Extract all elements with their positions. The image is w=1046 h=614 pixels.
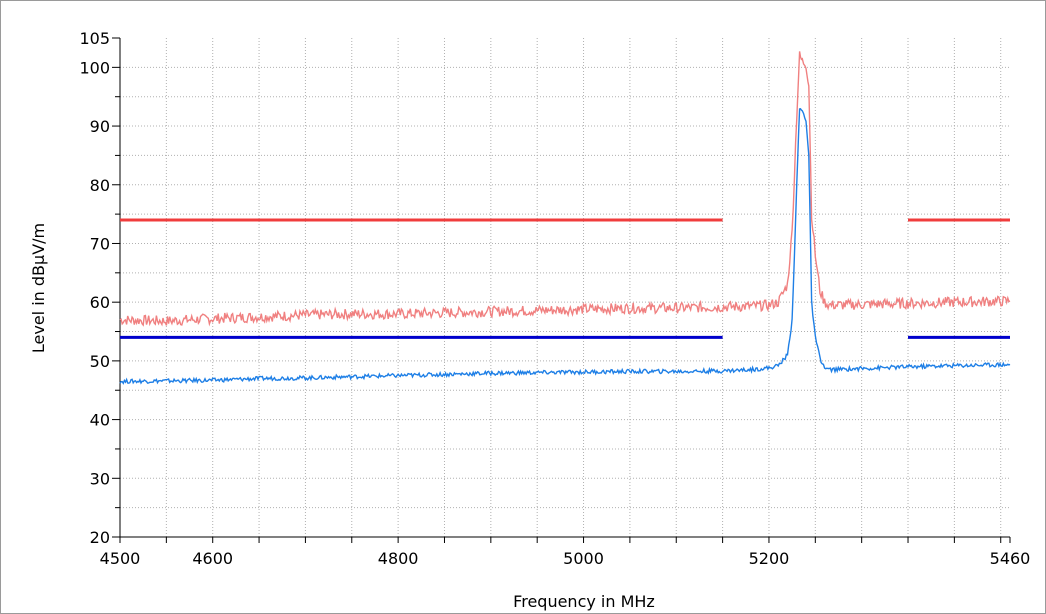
- y-tick-label: 100: [79, 58, 110, 77]
- y-tick-label: 70: [90, 234, 110, 253]
- x-tick-label: 4800: [378, 549, 419, 568]
- x-tick-labels: 4500 4600 4800 5000 5200 5460: [100, 549, 1031, 568]
- y-tick-label: 60: [90, 293, 110, 312]
- y-tick-label: 40: [90, 411, 110, 430]
- series-group: [119, 51, 1011, 385]
- y-tick-labels: 20 30 40 50 60 70 80 90 100 105: [79, 29, 110, 547]
- y-tick-label: 30: [90, 469, 110, 488]
- y-tick-label: 90: [90, 117, 110, 136]
- y-axis-label: Level in dBµV/m: [29, 223, 48, 353]
- x-tick-label: 4500: [100, 549, 141, 568]
- x-tick-label: 4600: [192, 549, 233, 568]
- y-tick-label: 20: [90, 528, 110, 547]
- x-axis-label: Frequency in MHz: [513, 592, 655, 611]
- y-tick-label: 50: [90, 352, 110, 371]
- average-trace: [119, 108, 1011, 385]
- x-tick-label: 5460: [990, 549, 1031, 568]
- grid: [120, 38, 1010, 537]
- y-tick-label: 80: [90, 176, 110, 195]
- tick-marks: [112, 37, 1011, 543]
- x-tick-label: 5000: [563, 549, 604, 568]
- y-tick-label: 105: [79, 29, 110, 48]
- x-tick-label: 5200: [749, 549, 790, 568]
- peak-trace: [119, 51, 1011, 327]
- axes: [119, 38, 1010, 538]
